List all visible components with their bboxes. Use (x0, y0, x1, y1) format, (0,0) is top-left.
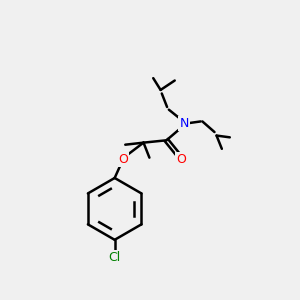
Text: O: O (176, 153, 186, 166)
Text: Cl: Cl (109, 251, 121, 264)
Text: N: N (179, 117, 189, 130)
Text: O: O (118, 153, 128, 166)
